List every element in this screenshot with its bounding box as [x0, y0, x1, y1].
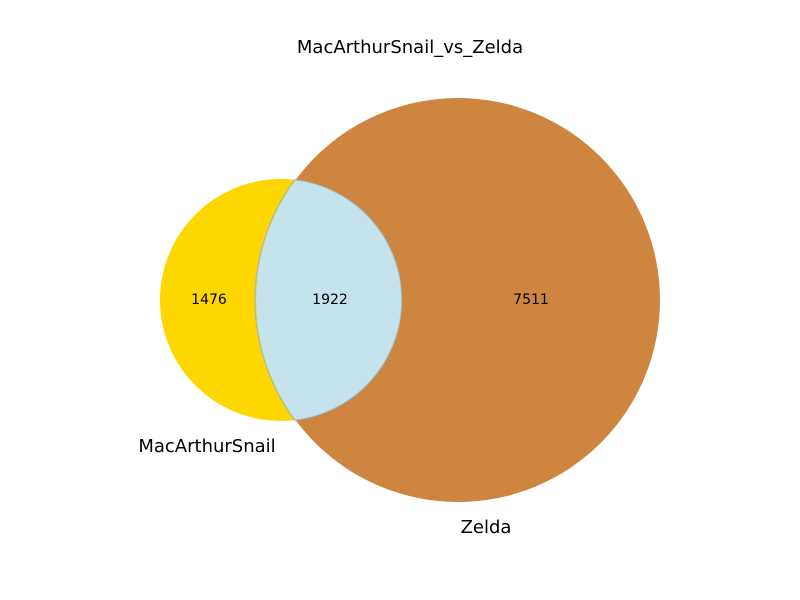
count-macarthursnail-only: 1476	[191, 292, 227, 308]
intersection-outline	[254, 179, 403, 421]
set-label-macarthursnail: MacArthurSnail	[138, 436, 275, 457]
set-label-zelda: Zelda	[461, 517, 512, 538]
count-intersection: 1922	[312, 292, 348, 308]
set-circle-zelda	[256, 98, 660, 502]
count-zelda-only: 7511	[513, 292, 549, 308]
diagram-title: MacArthurSnail_vs_Zelda	[297, 37, 523, 58]
